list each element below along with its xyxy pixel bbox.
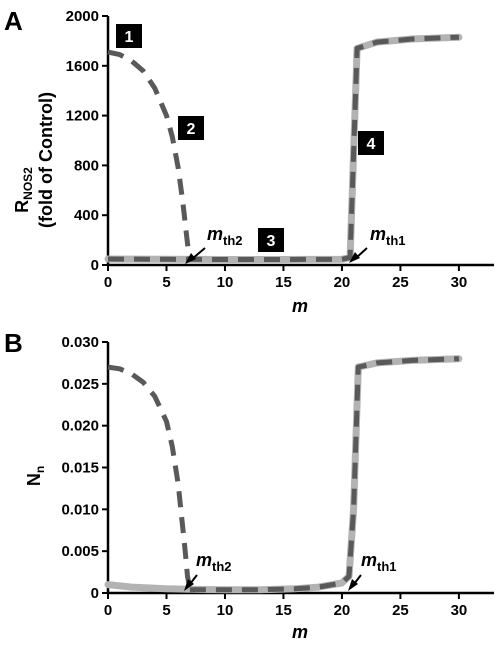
series-line-a-dashed-dark-lower <box>107 34 459 262</box>
y-axis-title-b-main: N <box>24 473 44 486</box>
arrow-mth1-b-head <box>348 579 358 591</box>
arrow-mth2-a-head <box>185 253 196 264</box>
annotation-mth1-a: mth1 <box>349 224 406 263</box>
badge-2: 2 <box>178 116 204 140</box>
svg-text:RNOS2: RNOS2 <box>12 167 35 213</box>
x-tick-label-a: 20 <box>334 274 351 291</box>
svg-text:Nn: Nn <box>24 466 47 486</box>
series-line-b-dashed-dark-lower <box>189 356 459 593</box>
y-tick-label-b: 0.015 <box>61 460 99 477</box>
y-axis-title-a: RNOS2 <box>12 167 35 213</box>
badge-3: 3 <box>258 228 284 252</box>
y-tick-label-a: 1600 <box>66 58 99 75</box>
x-tick-label-a: 10 <box>217 274 234 291</box>
y-axis-title-a-sub: NOS2 <box>21 167 35 200</box>
annotation-mth2-b: mth2 <box>184 550 232 591</box>
x-tick-label-a: 30 <box>451 274 468 291</box>
svg-text:mth2: mth2 <box>207 224 243 248</box>
panel-b: B Nn 0 0.005 0.010 0.015 0.020 0.025 0.030 0 5 10… <box>4 328 494 642</box>
badge-1: 1 <box>116 24 142 48</box>
x-tick-label-b: 15 <box>275 602 292 619</box>
y-tick-label-b: 0.020 <box>61 418 99 435</box>
y-tick-label-b: 0.010 <box>61 501 99 518</box>
svg-text:(fold of Control): (fold of Control) <box>36 92 56 228</box>
panel-letter-b: B <box>4 328 23 358</box>
svg-text:mth1: mth1 <box>370 224 406 248</box>
plot-area-a: 0 400 800 1200 1600 2000 0 5 10 15 20 25 30 <box>66 8 494 291</box>
arrow-mth1-a-head <box>349 252 360 263</box>
x-tick-label-b: 30 <box>451 602 468 619</box>
x-axis-title-a: m <box>292 296 308 316</box>
y-tick-label-a: 1200 <box>66 108 99 125</box>
svg-text:2: 2 <box>187 121 196 138</box>
panel-a: A RNOS2 (fold of Control) 04008001200160… <box>4 6 494 316</box>
series-line-a-solid-thick-light <box>104 33 463 263</box>
plot-area-b: 0 0.005 0.010 0.015 0.020 0.025 0.030 0 5 10 15 20 2… <box>61 334 494 619</box>
y-tick-label-b: 0.025 <box>61 376 99 393</box>
x-tick-label-b: 25 <box>392 602 409 619</box>
y-axis-title-b: Nn <box>24 466 47 486</box>
series-line-a-dashed-dark-upper <box>107 49 193 260</box>
x-tick-label-b: 0 <box>104 602 112 619</box>
y-tick-label-b: 0 <box>91 585 99 602</box>
badge-4: 4 <box>358 131 384 155</box>
svg-text:4: 4 <box>367 136 376 153</box>
x-tick-label-b: 5 <box>162 602 170 619</box>
y-axis-title-a-line2: (fold of Control) <box>36 92 56 228</box>
y-tick-label-a: 2000 <box>66 8 99 25</box>
y-tick-label-a: 0 <box>91 257 99 274</box>
y-tick-label-b: 0.030 <box>61 334 99 351</box>
annotation-mth1-b: mth1 <box>348 550 397 591</box>
y-tick-label-b: 0.005 <box>61 543 99 560</box>
annotation-mth2-a: mth2 <box>185 224 243 264</box>
y-axis-title-a-main: R <box>12 200 32 213</box>
svg-text:3: 3 <box>267 233 276 250</box>
x-tick-label-a: 5 <box>162 274 170 291</box>
x-tick-label-a: 0 <box>104 274 112 291</box>
arrow-mth2-b-head <box>184 579 194 591</box>
x-tick-label-b: 10 <box>217 602 234 619</box>
x-axis-title-b: m <box>292 622 308 642</box>
svg-text:mth1: mth1 <box>361 550 397 574</box>
series-line-b-solid-thick-light <box>104 355 463 594</box>
x-tick-label-b: 20 <box>334 602 351 619</box>
svg-text:1: 1 <box>125 29 134 46</box>
series-line-b-dashed-dark-upper <box>107 364 193 590</box>
x-tick-label-a: 15 <box>275 274 292 291</box>
y-tick-label-a: 400 <box>74 207 99 224</box>
panel-letter-a: A <box>4 6 23 36</box>
svg-text:mth2: mth2 <box>196 550 232 574</box>
y-axis-title-b-sub: n <box>33 466 47 473</box>
x-tick-label-a: 25 <box>392 274 409 291</box>
y-tick-label-a: 800 <box>74 157 99 174</box>
